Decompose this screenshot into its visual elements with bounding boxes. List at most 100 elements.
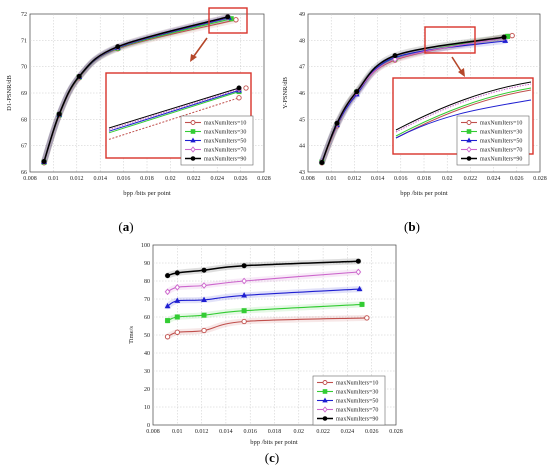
panel-b-ytick-label: 46 <box>299 91 305 97</box>
panel-c-ytick-label: 80 <box>144 279 150 285</box>
panel-c-label: (c) <box>265 450 279 465</box>
panel-a-xtick-label: 0.02 <box>165 176 176 182</box>
data-point-maxnumiters-90 <box>165 273 171 279</box>
inset-point-maxnumiters-10 <box>236 95 242 101</box>
data-point-maxnumiters-70 <box>355 268 362 276</box>
data-point-maxnumiters-30 <box>165 318 171 324</box>
panel-a-xtick-label: 0.022 <box>187 176 201 182</box>
panel-c-ytick-label: 60 <box>144 315 150 321</box>
panel-b-ytick-label: 44 <box>299 144 305 150</box>
data-point-maxnumiters-50 <box>356 285 363 292</box>
panel-c-xtick-label: 0.014 <box>219 429 233 435</box>
panel-c-ytick-label: 40 <box>144 351 150 357</box>
legend-label: maxNumIters=10 <box>336 381 378 387</box>
inset-line-maxnumiters-50 <box>108 89 240 132</box>
data-point-maxnumiters-90 <box>392 53 398 59</box>
panel-a-xtick-label: 0.018 <box>140 176 154 182</box>
panel-b-xtick-label: 0.016 <box>394 176 408 182</box>
panel-b-ytick-label: 47 <box>299 65 305 71</box>
data-point-maxnumiters-50 <box>241 292 248 298</box>
inset-line-maxnumiters-30 <box>108 91 240 134</box>
series-maxnumiters-50 <box>164 285 363 309</box>
panel-c-letter: c <box>269 450 275 465</box>
legend-marker <box>322 406 328 413</box>
legend-marker <box>190 156 196 161</box>
panel-c-ytick-label: 20 <box>144 387 150 393</box>
panel-b-xtick-label: 0.018 <box>417 176 431 182</box>
panel-a-yticks: 66 67 68 69 70 71 72 <box>21 12 27 176</box>
data-point-maxnumiters-10 <box>509 32 515 39</box>
data-point-maxnumiters-90 <box>115 44 121 50</box>
inset-series-maxnumiters-10 <box>108 95 242 140</box>
legend-label: maxNumIters=70 <box>336 408 378 414</box>
inset-series-maxnumiters-90 <box>395 81 532 131</box>
panel-c-y-axis-label: Time/s <box>128 326 135 344</box>
data-point-maxnumiters-50 <box>174 297 181 303</box>
panel-c-ytick-label: 50 <box>144 333 150 339</box>
panel-b-legend: maxNumIters=10 maxNumIters=30 maxNumIters=… <box>456 115 530 166</box>
legend-entry-maxnumiters-90: maxNumIters=90 <box>461 156 522 163</box>
legend-entry-maxnumiters-30: maxNumIters=30 <box>461 129 522 136</box>
panel-b-xtick-label: 0.022 <box>464 176 478 182</box>
inset-line-maxnumiters-70 <box>395 83 532 133</box>
legend-marker <box>466 146 472 153</box>
legend-entry-maxnumiters-10: maxNumIters=10 <box>317 380 378 387</box>
inset-point-extra <box>243 85 249 91</box>
panel-c-ytick-label: 0 <box>147 423 150 429</box>
data-point-maxnumiters-10 <box>241 318 247 325</box>
legend-label: maxNumIters=10 <box>204 121 246 127</box>
legend-marker <box>322 380 328 385</box>
legend-entry-maxnumiters-70: maxNumIters=70 <box>461 146 522 154</box>
data-point-maxnumiters-70 <box>164 288 171 296</box>
data-point-maxnumiters-90 <box>355 258 361 264</box>
data-point-maxnumiters-70 <box>392 55 398 63</box>
panel-c-series <box>164 258 370 340</box>
data-point-maxnumiters-90 <box>225 14 231 20</box>
panel-c-xtick-label: 0.022 <box>316 429 330 435</box>
panel-b-ytick-label: 45 <box>299 117 305 123</box>
legend-label: maxNumIters=30 <box>204 130 246 136</box>
panel-a-ytick-label: 68 <box>21 117 27 123</box>
panel-b-chart: 0.008 0.01 0.012 0.014 0.016 0.018 0.02 0.022 0.… <box>282 12 547 234</box>
legend-marker <box>190 129 196 134</box>
panel-a-ytick-label: 66 <box>21 170 27 176</box>
inset-line-maxnumiters-30 <box>395 87 532 137</box>
panel-c-xtick-label: 0.026 <box>365 429 379 435</box>
panel-a-xtick-label: 0.028 <box>257 176 271 182</box>
data-point-maxnumiters-90 <box>201 267 207 273</box>
inset-series-maxnumiters-90 <box>108 85 242 129</box>
panel-c-xtick-label: 0.01 <box>172 429 183 435</box>
legend-label: maxNumIters=70 <box>204 148 246 154</box>
data-point-maxnumiters-10 <box>164 334 171 340</box>
data-point-maxnumiters-90 <box>76 73 82 79</box>
data-point-maxnumiters-90 <box>174 270 180 276</box>
panel-a-legend: maxNumIters=10 maxNumIters=30 maxNumIters=… <box>180 115 254 166</box>
data-point-maxnumiters-90 <box>354 89 360 95</box>
panel-a-xtick-label: 0.008 <box>23 176 37 182</box>
panel-c-legend: maxNumIters=10 maxNumIters=30 maxNumIters=… <box>312 375 386 426</box>
legend-label: maxNumIters=50 <box>204 139 246 145</box>
panel-a-zoom-box <box>208 7 248 34</box>
inset-series-maxnumiters-70 <box>395 83 532 133</box>
panel-a-xtick-label: 0.01 <box>48 176 59 182</box>
panel-a-label: (a) <box>118 219 133 234</box>
legend-label: maxNumIters=70 <box>480 148 522 154</box>
data-point-maxnumiters-90 <box>334 120 340 126</box>
panel-c-ytick-label: 30 <box>144 369 150 375</box>
panel-c-xticks: 0.008 0.01 0.012 0.014 0.016 0.018 0.02 0.022 0.… <box>146 429 403 435</box>
inset-line-maxnumiters-70 <box>108 88 240 131</box>
panel-b-xtick-label: 0.02 <box>442 176 453 182</box>
panel-a-chart: 0.008 0.01 0.012 0.014 0.016 0.018 0.02 0.022 0.… <box>6 7 271 234</box>
panel-b-xtick-label: 0.012 <box>348 176 362 182</box>
data-point-maxnumiters-10 <box>364 315 370 321</box>
panel-b-xtick-label: 0.014 <box>371 176 385 182</box>
legend-entry-maxnumiters-70: maxNumIters=70 <box>185 146 246 154</box>
legend-entry-maxnumiters-30: maxNumIters=30 <box>185 129 246 136</box>
panel-a-x-axis-label: bpp /bits per point <box>123 190 171 197</box>
data-point-maxnumiters-90 <box>319 160 325 166</box>
legend-label: maxNumIters=90 <box>480 157 522 163</box>
panel-b-ytick-label: 49 <box>299 12 305 18</box>
legend-label: maxNumIters=50 <box>336 399 378 405</box>
series-maxnumiters-90 <box>41 14 231 164</box>
panel-b-xtick-label: 0.024 <box>487 176 501 182</box>
